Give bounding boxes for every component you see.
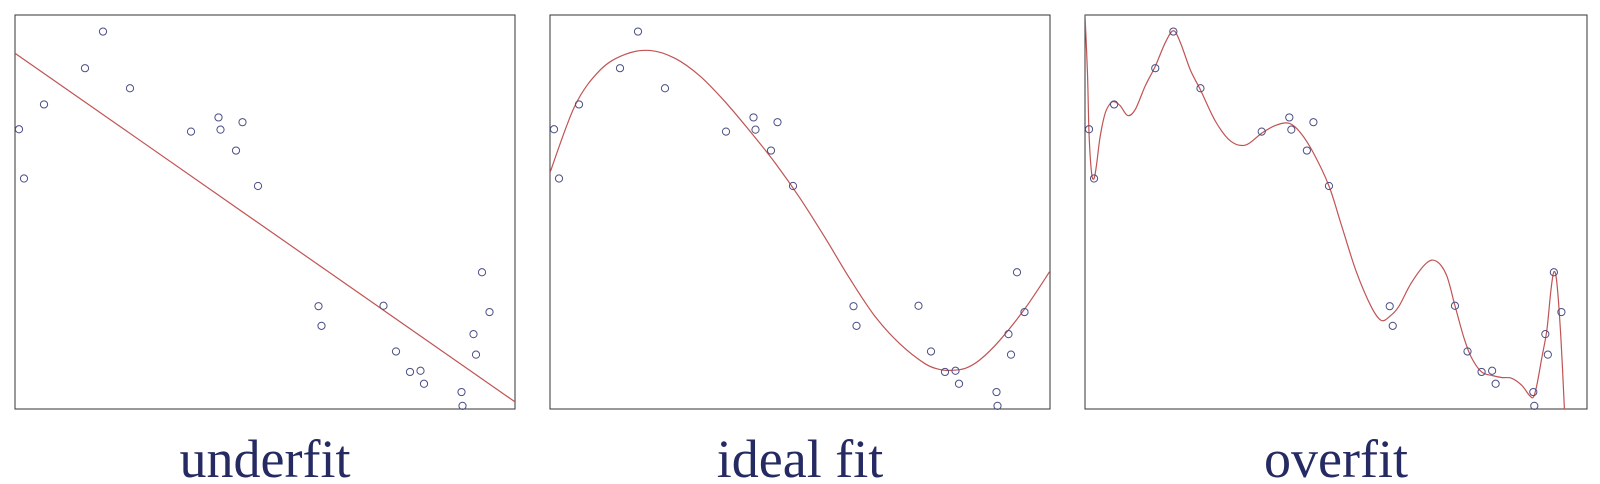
fit-curve [1085, 15, 1566, 409]
data-point [231, 146, 241, 155]
data-point [317, 321, 326, 330]
data-point [1287, 125, 1296, 134]
data-point [19, 174, 29, 183]
fit-curve-layer [550, 49, 1050, 372]
data-point [1309, 118, 1318, 127]
data-point [238, 118, 247, 127]
data-point [98, 27, 108, 36]
data-point [849, 302, 858, 311]
plot-frame [1084, 14, 1588, 410]
panel-ideal-fit: ideal fit [549, 14, 1051, 484]
data-point [788, 181, 798, 191]
data-point [469, 330, 478, 339]
data-point [954, 379, 964, 388]
data-point [554, 174, 564, 183]
data-points-layer [549, 27, 1029, 410]
data-point [1385, 302, 1394, 311]
data-point [1169, 27, 1178, 36]
data-point [1302, 146, 1311, 155]
data-point [1004, 330, 1013, 339]
data-point [633, 27, 643, 36]
data-point [1084, 125, 1094, 134]
data-point [615, 64, 625, 73]
data-point [1012, 268, 1022, 277]
fit-curve [550, 49, 1050, 372]
data-points-layer [14, 27, 494, 410]
fit-curve [15, 52, 515, 403]
data-point [992, 387, 1001, 397]
data-point [1388, 321, 1397, 330]
data-point [1543, 350, 1552, 359]
data-point [660, 84, 670, 93]
data-point [1488, 366, 1497, 375]
data-point [1549, 268, 1558, 277]
fit-curve-layer [15, 52, 515, 403]
data-point [1006, 350, 1016, 359]
data-point [485, 307, 494, 317]
data-point [1463, 347, 1472, 356]
plot-frame [549, 14, 1051, 410]
data-point [1529, 387, 1538, 397]
data-point [416, 366, 425, 375]
data-point [379, 301, 388, 310]
data-point [1285, 113, 1294, 122]
data-point [80, 64, 90, 73]
data-point [471, 350, 481, 359]
data-point [1557, 307, 1566, 317]
data-point [940, 367, 950, 377]
data-point [574, 100, 584, 109]
data-point [1196, 84, 1205, 93]
data-point [1151, 64, 1160, 73]
data-point [1020, 307, 1029, 317]
panel-caption: overfit [1264, 429, 1408, 484]
data-point [1477, 367, 1486, 377]
data-point [1257, 127, 1266, 136]
fit-curve-layer [1085, 15, 1566, 409]
data-point [419, 379, 429, 388]
data-point [39, 100, 49, 109]
data-point [1110, 100, 1119, 109]
data-points-layer [1084, 27, 1566, 410]
data-point [721, 127, 731, 136]
data-point [993, 401, 1002, 410]
data-point [253, 181, 263, 191]
data-point [214, 113, 223, 122]
data-point [914, 301, 923, 310]
data-point [766, 146, 776, 155]
data-point [951, 366, 960, 375]
panel-caption: ideal fit [717, 429, 883, 484]
data-point [458, 401, 467, 410]
data-point [1089, 174, 1099, 183]
data-point [216, 125, 225, 134]
data-point [1324, 181, 1334, 191]
plot-frame [14, 14, 516, 410]
data-point [391, 347, 401, 356]
data-point [186, 127, 196, 136]
panel-underfit: underfit [14, 14, 516, 484]
data-point [477, 268, 487, 277]
data-point [1530, 401, 1539, 410]
data-point [549, 125, 559, 134]
data-point [751, 125, 760, 134]
panel-overfit: overfit [1084, 14, 1588, 484]
data-point [773, 118, 782, 127]
data-point [14, 125, 24, 134]
data-point [1541, 330, 1550, 339]
data-point [314, 302, 323, 311]
panel-caption: underfit [180, 429, 351, 484]
data-point [405, 367, 415, 377]
data-point [125, 84, 135, 93]
data-point [457, 387, 466, 397]
data-point [1450, 301, 1460, 310]
data-point [1491, 379, 1500, 388]
data-point [926, 347, 936, 356]
data-point [749, 113, 758, 122]
data-point [852, 321, 861, 330]
